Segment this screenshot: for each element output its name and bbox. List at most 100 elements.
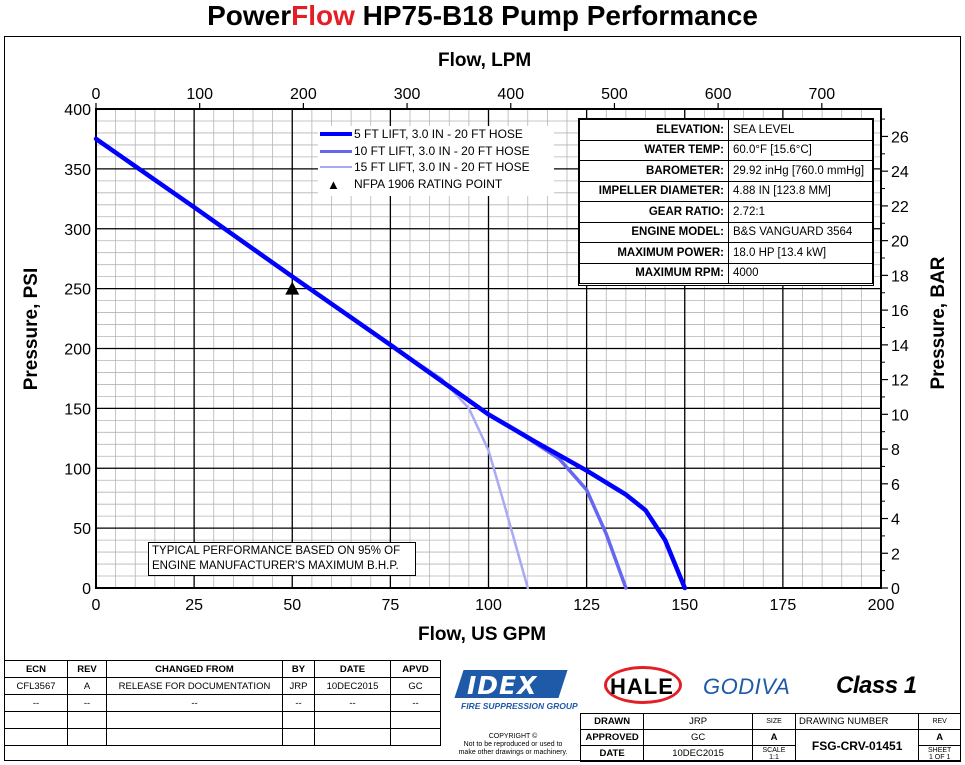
spec-label: GEAR RATIO: xyxy=(579,201,729,223)
sheet-cell: SHEET 1 OF 1 xyxy=(918,745,961,762)
spec-value: B&S VANGUARD 3564 xyxy=(728,221,873,243)
rev-label: REV xyxy=(918,713,961,730)
y2-tick-label: 26 xyxy=(891,129,909,146)
revision-cell-empty xyxy=(314,711,391,729)
legend-item: 10 FT LIFT, 3.0 IN - 20 FT HOSE xyxy=(318,143,554,160)
revision-row: -- -- -- -- -- -- xyxy=(4,694,441,712)
spec-row: GEAR RATIO: 2.72:1 xyxy=(579,201,873,223)
page-title: PowerFlow HP75-B18 Pump Performance xyxy=(0,0,965,32)
y2-tick-label: 10 xyxy=(891,407,909,424)
copyright-line: COPYRIGHT © xyxy=(488,733,538,740)
x-tick-label: 200 xyxy=(868,597,895,614)
x-tick-label: 175 xyxy=(770,597,797,614)
drawing-info-table: DRAWN JRP SIZE DRAWING NUMBER REV APPROV… xyxy=(579,713,961,762)
spec-row: MAXIMUM POWER: 18.0 HP [13.4 kW] xyxy=(579,242,873,264)
revision-cell: -- xyxy=(390,694,441,712)
x2-tick-label: 100 xyxy=(186,86,213,103)
revision-cell: RELEASE FOR DOCUMENTATION xyxy=(106,677,283,695)
sheet-label: SHEET xyxy=(927,746,952,754)
idex-logo-text: IDEX xyxy=(467,671,538,700)
x-axis-title: Flow, US GPM xyxy=(418,624,547,645)
title-brand-highlight: Flow xyxy=(291,0,355,31)
legend-swatch-10ft xyxy=(320,149,352,153)
revision-header-cell: ECN xyxy=(4,660,68,678)
y2-tick-label: 18 xyxy=(891,268,909,285)
revision-cell-empty xyxy=(282,711,315,729)
copyright-line: make other drawings or machinery. xyxy=(458,749,568,756)
spec-row: ENGINE MODEL: B&S VANGUARD 3564 xyxy=(579,221,873,243)
x-tick-label: 25 xyxy=(185,597,203,614)
revision-row-empty xyxy=(4,728,441,746)
x2-tick-label: 400 xyxy=(497,86,524,103)
x-tick-label: 125 xyxy=(573,597,600,614)
revision-cell-empty xyxy=(67,728,107,746)
scale-cell: SCALE 1:1 xyxy=(751,745,797,762)
x-tick-label: 0 xyxy=(92,597,101,614)
spec-row: MAXIMUM RPM: 4000 xyxy=(579,262,873,284)
class1-logo: Class 1 xyxy=(836,672,917,699)
y2-tick-label: 14 xyxy=(891,338,909,355)
revision-cell-empty xyxy=(106,711,283,729)
x2-tick-label: 0 xyxy=(92,86,101,103)
title-brand-prefix: Power xyxy=(207,0,292,31)
y-tick-label: 200 xyxy=(64,342,91,359)
revision-cell: 10DEC2015 xyxy=(314,677,391,695)
rev-value: A xyxy=(918,729,961,746)
x2-tick-label: 200 xyxy=(290,86,317,103)
legend-swatch-5ft xyxy=(320,132,352,136)
revision-cell: CFL3567 xyxy=(4,677,68,695)
revision-cell-empty xyxy=(4,711,68,729)
note-line: TYPICAL PERFORMANCE BASED ON 95% OF xyxy=(152,545,401,557)
y2-tick-label: 20 xyxy=(891,234,909,251)
revision-header-cell: CHANGED FROM xyxy=(106,660,283,678)
title-rest: HP75-B18 Pump Performance xyxy=(354,0,758,31)
scale-label: SCALE xyxy=(762,746,786,754)
revision-cell: -- xyxy=(106,694,283,712)
hale-logo: HALE xyxy=(610,674,674,699)
sheet-value: 1 OF 1 xyxy=(928,753,951,761)
drawn-value: JRP xyxy=(643,713,753,730)
drawing-number-label: DRAWING NUMBER xyxy=(795,713,920,730)
date-value: 10DEC2015 xyxy=(643,745,753,762)
performance-chart: 0 25 50 75 100 125 150 175 200050100150200250300… xyxy=(64,86,909,614)
revision-row: CFL3567 A RELEASE FOR DOCUMENTATION JRP 10DE… xyxy=(4,677,441,695)
legend-label: NFPA 1906 RATING POINT xyxy=(354,176,503,191)
godiva-logo: GODIVA xyxy=(703,674,791,699)
revision-cell: JRP xyxy=(282,677,315,695)
y2-tick-label: 6 xyxy=(891,477,900,494)
spec-row: WATER TEMP: 60.0°F [15.6°C] xyxy=(579,139,873,161)
x-tick-label: 75 xyxy=(381,597,399,614)
x2-tick-label: 600 xyxy=(705,86,732,103)
x2-axis-title: Flow, LPM xyxy=(438,50,532,71)
revision-cell: -- xyxy=(282,694,315,712)
legend-item: 15 FT LIFT, 3.0 IN - 20 FT HOSE xyxy=(318,159,554,176)
x2-tick-label: 500 xyxy=(601,86,628,103)
x-tick-label: 50 xyxy=(283,597,301,614)
y-axis-title: Pressure, PSI xyxy=(21,267,42,391)
drawn-label: DRAWN xyxy=(579,713,645,730)
copyright-line: Not to be reproduced or used to xyxy=(463,741,563,748)
revision-cell-empty xyxy=(314,728,391,746)
y2-tick-label: 22 xyxy=(891,199,909,216)
revision-cell: -- xyxy=(314,694,391,712)
revision-cell-empty xyxy=(67,711,107,729)
copyright-notice: COPYRIGHT © Not to be reproduced or used… xyxy=(450,733,576,757)
revision-row-empty xyxy=(4,711,441,729)
approved-label: APPROVED xyxy=(579,729,645,746)
spec-label: MAXIMUM POWER: xyxy=(579,242,729,264)
revision-header-row: ECN REV CHANGED FROM BY DATE APVD xyxy=(4,660,441,678)
spec-value: 18.0 HP [13.4 kW] xyxy=(728,242,873,264)
y2-tick-label: 12 xyxy=(891,373,909,390)
spec-value: 60.0°F [15.6°C] xyxy=(728,139,873,161)
performance-note: TYPICAL PERFORMANCE BASED ON 95% OF ENGI… xyxy=(148,542,416,576)
chart-legend: 5 FT LIFT, 3.0 IN - 20 FT HOSE 10 FT LIF… xyxy=(318,126,554,196)
x-tick-label: 150 xyxy=(671,597,698,614)
revision-cell: -- xyxy=(67,694,107,712)
spec-label: WATER TEMP: xyxy=(579,139,729,161)
spec-value: 4000 xyxy=(728,262,873,284)
chart-frame xyxy=(4,36,961,761)
spec-value: 4.88 IN [123.8 MM] xyxy=(728,180,873,202)
revision-cell: -- xyxy=(4,694,68,712)
revision-cell-empty xyxy=(390,728,441,746)
spec-value: SEA LEVEL xyxy=(728,119,873,141)
